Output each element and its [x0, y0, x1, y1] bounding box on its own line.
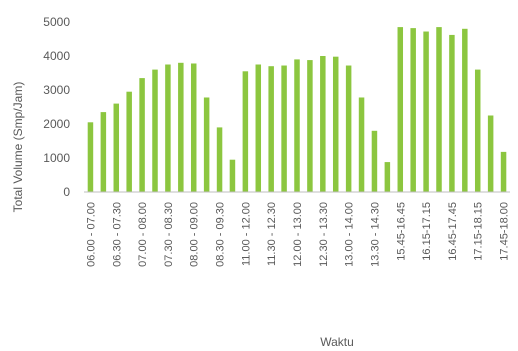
x-axis-title: Waktu — [320, 335, 354, 349]
bar — [294, 59, 300, 193]
x-tick-label: 06.00 - 07.00 — [85, 202, 97, 267]
bar — [487, 115, 494, 192]
bar — [255, 64, 262, 192]
x-tick-label: 13.00 - 14.00 — [344, 202, 356, 267]
bar — [397, 27, 404, 192]
x-axis-ticks: 06.00 - 07.00 06.30 - 07.30 07.00 - 08.00 0… — [85, 202, 510, 267]
x-tick-label: 15.45-16.45 — [395, 202, 407, 261]
x-tick-label: 08.30 - 09.30 — [215, 202, 227, 267]
bar — [462, 28, 468, 192]
bar — [449, 34, 455, 192]
x-tick-label: 12.00 - 13.00 — [292, 202, 304, 267]
bar — [307, 60, 313, 192]
bar — [229, 159, 236, 192]
bar — [410, 28, 416, 193]
bar — [345, 65, 352, 192]
bar — [423, 31, 429, 192]
x-tick-label: 16.15-17.15 — [421, 202, 433, 261]
y-tick-label: 2000 — [43, 117, 70, 131]
x-tick-label: 17.45-18.00 — [499, 202, 511, 261]
bar — [384, 162, 391, 192]
bar — [100, 112, 107, 192]
bar — [332, 56, 339, 193]
x-tick-label: 07.00 - 08.00 — [137, 202, 149, 267]
x-tick-label: 13.30 - 14.30 — [369, 202, 381, 267]
bar-series — [87, 27, 507, 193]
x-tick-label: 11.30 - 12.30 — [266, 202, 278, 266]
bar — [474, 69, 481, 192]
bar — [371, 130, 378, 192]
y-axis-title: Total Volume (Smp/Jam) — [11, 82, 25, 213]
bar — [178, 62, 184, 192]
bar — [500, 151, 507, 192]
bar — [281, 65, 287, 192]
y-tick-label: 5000 — [43, 15, 70, 29]
bar — [152, 69, 158, 192]
bar — [436, 27, 442, 192]
bar — [320, 56, 326, 192]
bar — [358, 97, 365, 192]
x-tick-label: 12.30 - 13.30 — [318, 202, 330, 267]
y-tick-label: 0 — [63, 185, 70, 199]
x-tick-label: 07.30 - 08.30 — [163, 202, 175, 267]
y-tick-label: 3000 — [43, 83, 70, 97]
y-tick-label: 4000 — [43, 49, 70, 63]
bar — [268, 66, 274, 192]
x-tick-label: 08.00 - 09.00 — [189, 202, 201, 267]
bar — [203, 97, 210, 192]
bar — [87, 122, 94, 192]
x-tick-label: 17.15-18.15 — [473, 202, 485, 261]
y-tick-label: 1000 — [43, 151, 70, 165]
bar — [139, 78, 145, 192]
x-tick-label: 06.30 - 07.30 — [111, 202, 123, 267]
bar — [242, 71, 249, 192]
bar — [126, 91, 132, 192]
bar — [190, 63, 197, 193]
y-axis-ticks: 0 1000 2000 3000 4000 5000 — [43, 15, 70, 199]
bar — [216, 127, 223, 192]
bar — [165, 64, 171, 192]
bar — [113, 103, 120, 192]
x-tick-label: 16.45-17.45 — [447, 202, 459, 261]
x-tick-label: 11.00 - 12.00 — [240, 202, 252, 266]
